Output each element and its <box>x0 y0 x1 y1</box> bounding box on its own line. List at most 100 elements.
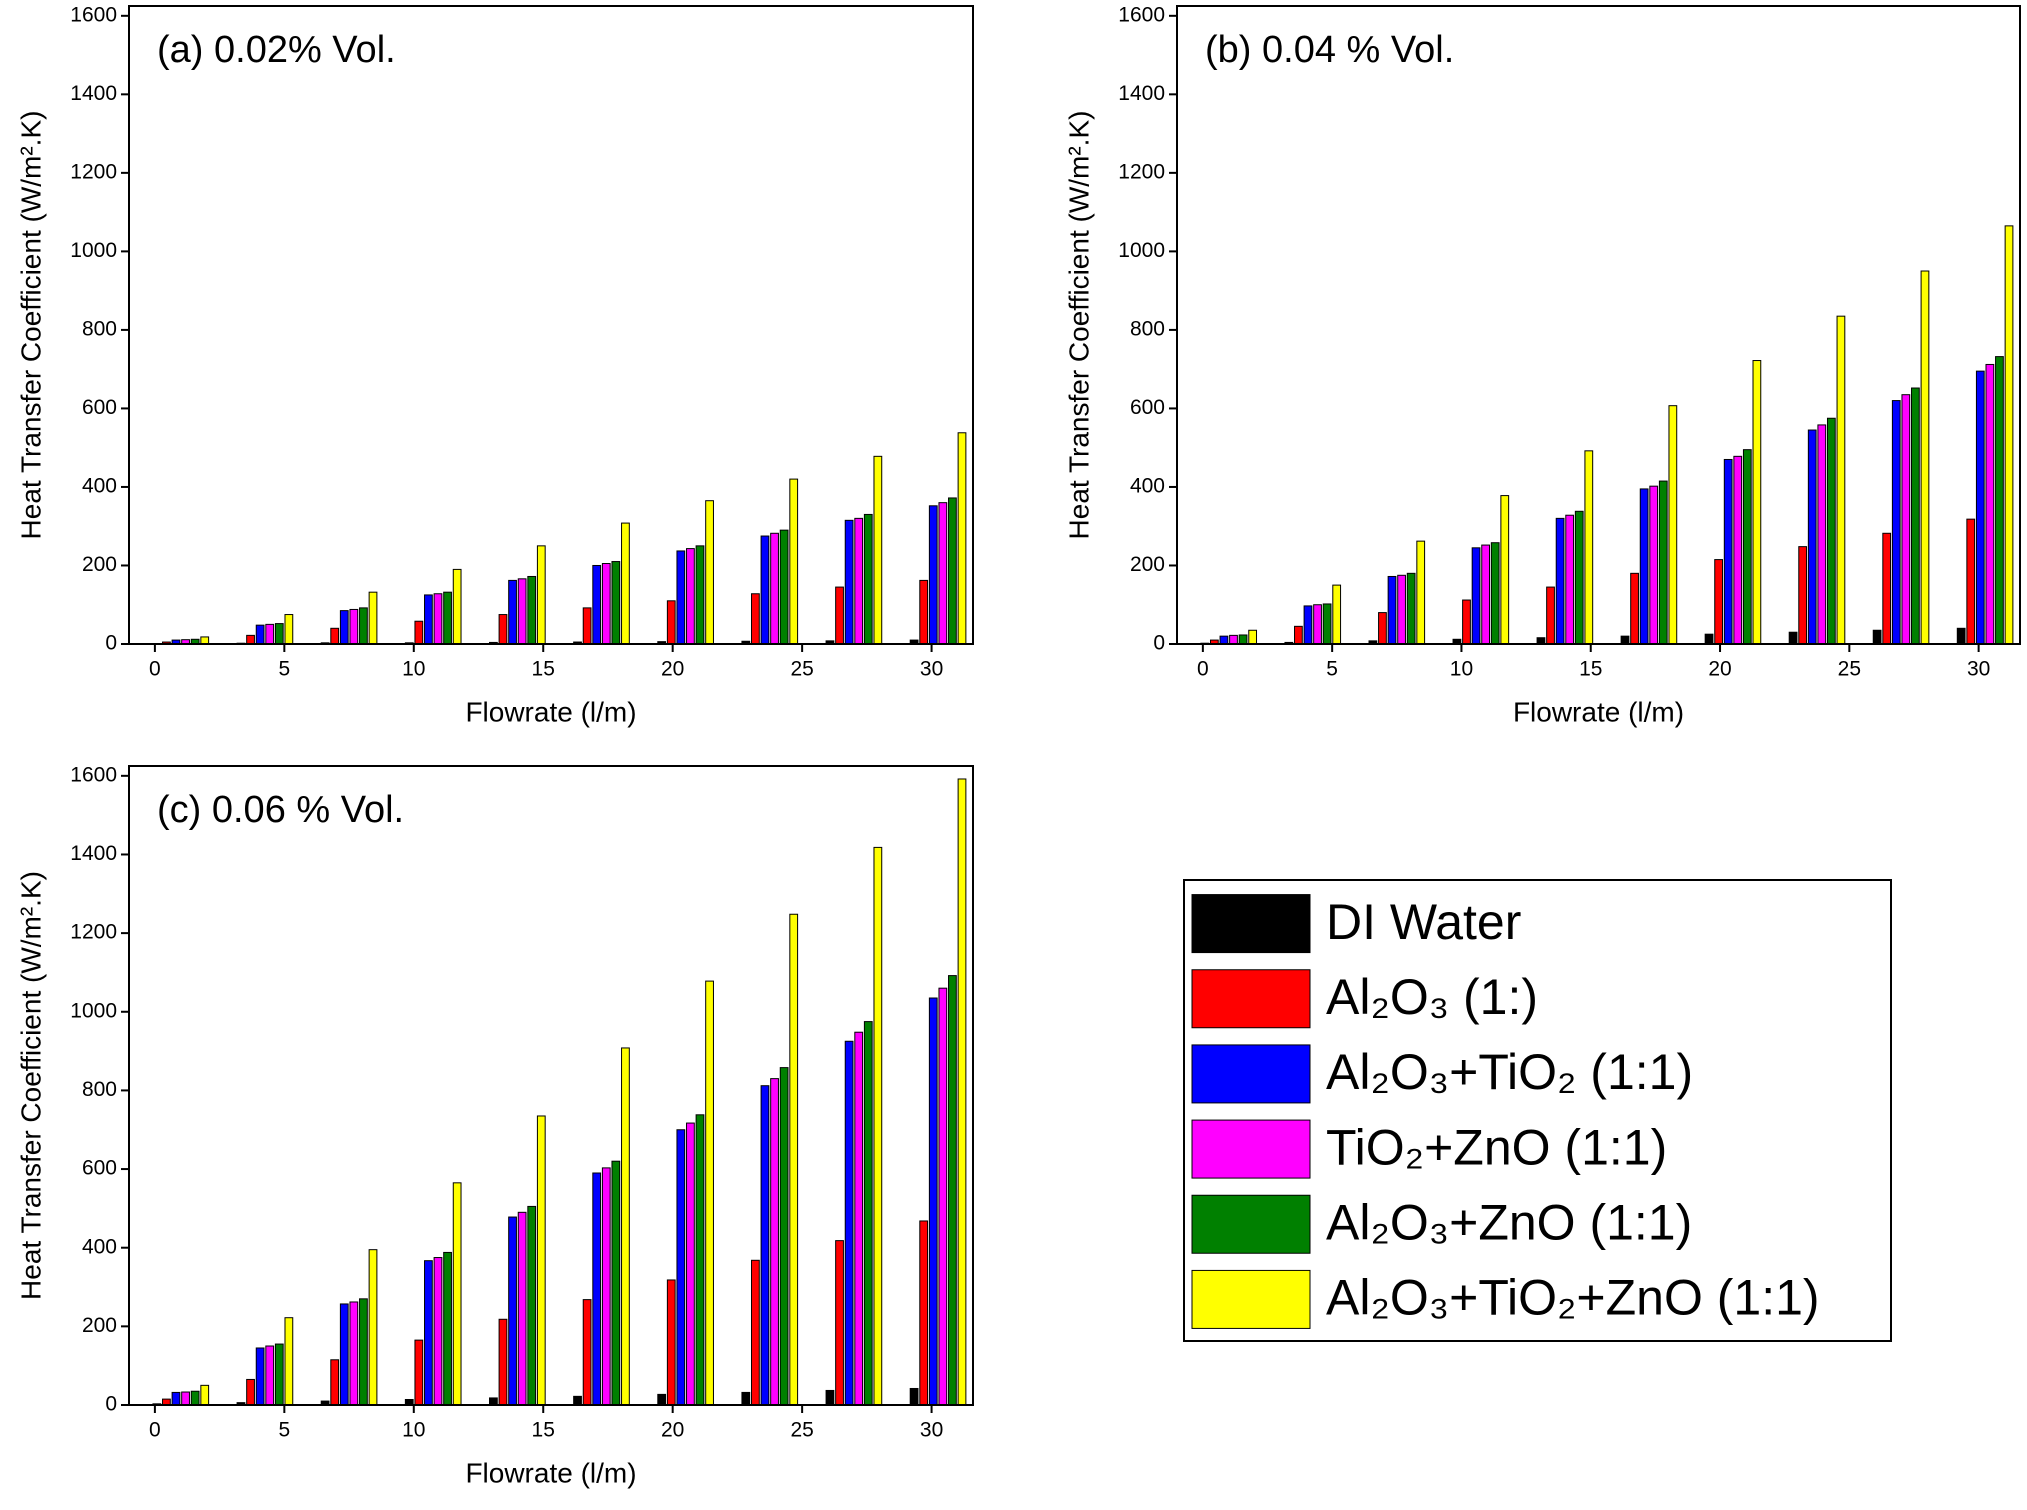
bar <box>339 1303 349 1406</box>
bar <box>349 1301 359 1406</box>
x-tick-label: 15 <box>532 1419 555 1442</box>
y-tick-label: 400 <box>82 1235 117 1258</box>
bar <box>705 980 714 1406</box>
bar <box>1733 455 1743 645</box>
bar <box>1313 604 1322 645</box>
y-tick-label: 1200 <box>1118 160 1165 183</box>
x-tick-label: 25 <box>790 1419 813 1442</box>
bar <box>200 636 210 645</box>
bar <box>592 1172 602 1406</box>
bar <box>751 1259 760 1406</box>
legend-label: Al₂O₃+ZnO (1:1) <box>1326 1194 1692 1250</box>
bar <box>1798 546 1808 645</box>
bar <box>1630 572 1639 645</box>
bar <box>825 1389 835 1406</box>
bar <box>582 1299 592 1406</box>
bar <box>919 1220 929 1406</box>
legend-swatch <box>1191 969 1311 1029</box>
bar <box>1574 510 1584 645</box>
bar <box>844 1040 854 1406</box>
y-tick-label: 1600 <box>70 763 117 786</box>
bar <box>873 846 883 1406</box>
bar <box>705 500 714 645</box>
bar <box>443 591 452 645</box>
bar <box>424 594 433 645</box>
x-tick-label: 5 <box>278 658 290 681</box>
plot-frame <box>128 765 974 1406</box>
y-tick-label: 1000 <box>70 999 117 1022</box>
x-tick-label: 25 <box>790 658 813 681</box>
bar <box>1826 417 1836 645</box>
y-tick-label: 0 <box>105 1393 117 1416</box>
bar <box>284 1317 294 1406</box>
bar <box>1555 517 1565 645</box>
bar <box>200 1384 210 1406</box>
x-tick-label: 20 <box>661 658 684 681</box>
legend-label: Al₂O₃+TiO₂+ZnO (1:1) <box>1326 1270 1820 1326</box>
bar <box>666 600 676 645</box>
bar <box>349 608 359 645</box>
panel-title: (b) 0.04 % Vol. <box>1205 29 1454 71</box>
bar <box>1752 360 1762 645</box>
legend-label: TiO₂+ZnO (1:1) <box>1326 1119 1667 1175</box>
bar <box>274 623 284 645</box>
bar <box>1294 625 1303 645</box>
bar <box>948 497 957 645</box>
y-tick-label: 1400 <box>1118 82 1165 105</box>
bar <box>1378 612 1387 645</box>
bar <box>1481 544 1491 645</box>
bar <box>1975 370 1985 645</box>
bar <box>1397 574 1406 645</box>
bar <box>928 505 938 645</box>
bar <box>368 1249 378 1406</box>
bar <box>359 1298 368 1406</box>
bar <box>1714 559 1723 645</box>
bar <box>1500 495 1510 645</box>
bar <box>536 545 546 645</box>
bar <box>359 607 368 645</box>
bar <box>1416 540 1426 645</box>
bar <box>1406 572 1416 645</box>
bar <box>835 586 844 645</box>
y-axis-label: Heat Transfer Coefficient (W/m².K) <box>15 871 46 1300</box>
bar <box>246 634 255 645</box>
bar <box>2004 225 2014 645</box>
bar <box>611 561 621 645</box>
y-tick-label: 200 <box>82 1314 117 1337</box>
bar <box>1649 485 1659 645</box>
x-tick-label: 5 <box>1326 658 1338 681</box>
legend-label: Al₂O₃+TiO₂ (1:1) <box>1326 1044 1693 1100</box>
bar <box>265 1345 275 1406</box>
bar <box>601 1167 611 1406</box>
y-axis-label: Heat Transfer Coefficient (W/m².K) <box>1063 111 1094 540</box>
x-tick-label: 0 <box>149 658 161 681</box>
x-tick-label: 15 <box>532 658 555 681</box>
bar <box>1742 449 1752 645</box>
bar <box>527 1205 537 1406</box>
bar <box>246 1378 255 1406</box>
bar <box>1303 605 1313 645</box>
x-tick-label: 20 <box>661 1419 684 1442</box>
bar <box>1807 429 1817 645</box>
y-tick-label: 1400 <box>70 82 117 105</box>
bar <box>181 1391 190 1406</box>
bar <box>527 575 537 645</box>
bar <box>686 1122 695 1406</box>
bar <box>1238 634 1248 645</box>
bar <box>789 913 799 1406</box>
bar <box>844 519 854 645</box>
bar <box>1966 518 1976 645</box>
bar <box>770 532 779 645</box>
legend-swatch <box>1191 1119 1311 1179</box>
bar <box>621 522 630 645</box>
x-tick-label: 30 <box>1967 658 1990 681</box>
bar <box>190 1390 200 1406</box>
legend-swatch <box>1191 894 1311 954</box>
bar <box>255 1347 265 1406</box>
bar <box>863 513 873 645</box>
bar <box>1462 599 1471 645</box>
x-axis-label: Flowrate (l/m) <box>465 696 636 727</box>
x-axis-label: Flowrate (l/m) <box>465 1457 636 1488</box>
bar <box>741 1391 751 1406</box>
